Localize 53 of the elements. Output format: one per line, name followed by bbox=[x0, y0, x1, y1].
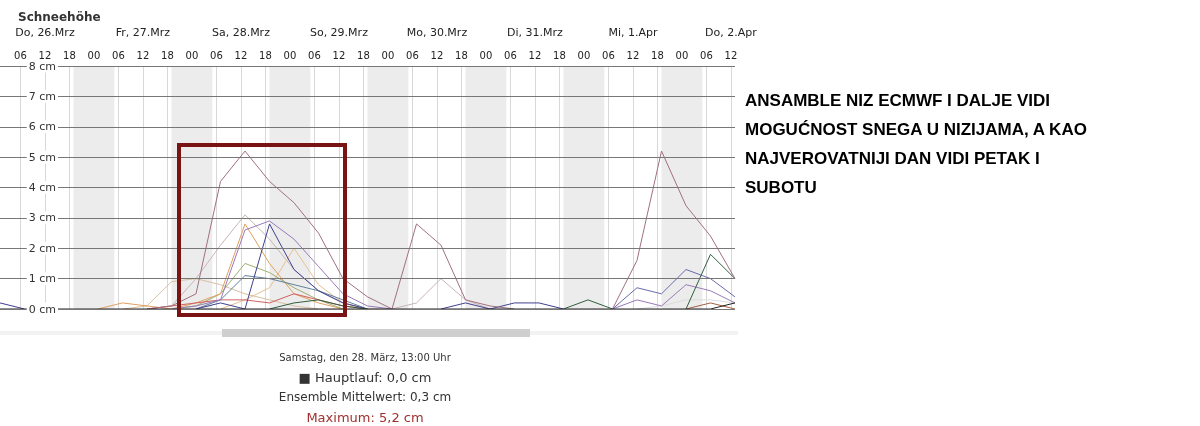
x-tick-label: 12 bbox=[234, 49, 248, 61]
text: ANSAMBLE NIZ ECMWF I DALJE VIDI MOGUĆNOST SNEGA U NIZIJAMA, A KAO NAJVEROVATNIJI DAN VIDI PETAK I SUBOTU bbox=[745, 90, 1088, 199]
x2-tick-label: Di, 31.Mrz bbox=[507, 26, 564, 39]
text: Maximum: 5,2 cm bbox=[305, 410, 425, 425]
y-tick-label: 6 cm bbox=[28, 120, 56, 134]
x-tick-label: 00 bbox=[479, 49, 493, 61]
x-tick-label: 12 bbox=[136, 49, 150, 61]
x-tick-label: 12 bbox=[626, 49, 640, 61]
x-tick-label: 06 bbox=[14, 49, 27, 61]
x2-tick-label: Mi, 1.Apr bbox=[608, 26, 658, 39]
x2-tick-label: So, 29.Mrz bbox=[309, 26, 369, 39]
x-tick-label: 06 bbox=[504, 49, 517, 61]
y-tick-label: 8 cm bbox=[28, 59, 56, 73]
x-tick-label: 06 bbox=[210, 49, 223, 61]
y-tick-label: 1 cm bbox=[28, 272, 56, 286]
y-tick-label: 5 cm bbox=[28, 150, 56, 164]
x-tick-label: 12 bbox=[430, 49, 444, 61]
x-tick-label: 06 bbox=[308, 49, 321, 61]
x-tick-label: 06 bbox=[406, 49, 419, 61]
x-tick-label: 18 bbox=[455, 49, 468, 61]
x-tick-label: 00 bbox=[87, 49, 101, 61]
x-tick-label: 00 bbox=[577, 49, 591, 61]
x-tick-label: 18 bbox=[63, 49, 76, 61]
x2-tick-label: Do, 2.Apr bbox=[705, 26, 758, 39]
y-tick-label: 3 cm bbox=[28, 211, 56, 225]
x-tick-label: 18 bbox=[553, 49, 566, 61]
y-tick-label: 2 cm bbox=[28, 241, 56, 255]
text: ■ Hauptlauf: 0,0 cm bbox=[297, 370, 433, 385]
x-tick-label: 00 bbox=[675, 49, 689, 61]
x-tick-label: 12 bbox=[528, 49, 542, 61]
y-tick-label: 4 cm bbox=[28, 181, 56, 194]
x2-tick-label: Do, 26.Mrz bbox=[15, 26, 75, 39]
x-tick-label: 00 bbox=[185, 49, 199, 61]
x-tick-label: 12 bbox=[724, 49, 738, 61]
x2-tick-label: Mo, 30.Mrz bbox=[406, 26, 468, 39]
x-tick-label: 06 bbox=[602, 49, 615, 61]
x-tick-label: 06 bbox=[700, 49, 713, 61]
x-tick-label: 12 bbox=[38, 49, 52, 61]
text: Samstag, den 28. März, 13:00 Uhr bbox=[278, 352, 452, 363]
chart-title: Schneehöhe bbox=[18, 10, 101, 24]
y-tick-label: 0 cm bbox=[28, 302, 56, 316]
x2-tick-label: Fr, 27.Mrz bbox=[115, 26, 171, 39]
x-tick-label: 12 bbox=[332, 49, 346, 61]
x-tick-label: 06 bbox=[112, 49, 125, 61]
y-tick-label: 7 cm bbox=[28, 89, 56, 103]
x-tick-label: 00 bbox=[381, 49, 395, 61]
x-tick-label: 18 bbox=[651, 49, 664, 61]
x-tick-label: 00 bbox=[283, 49, 297, 61]
x-tick-label: 18 bbox=[259, 49, 272, 61]
text: Ensemble Mittelwert: 0,3 cm bbox=[277, 390, 453, 404]
x-tick-label: 18 bbox=[161, 49, 174, 61]
x-tick-label: 18 bbox=[357, 49, 370, 61]
x2-tick-label: Sa, 28.Mrz bbox=[211, 26, 271, 39]
